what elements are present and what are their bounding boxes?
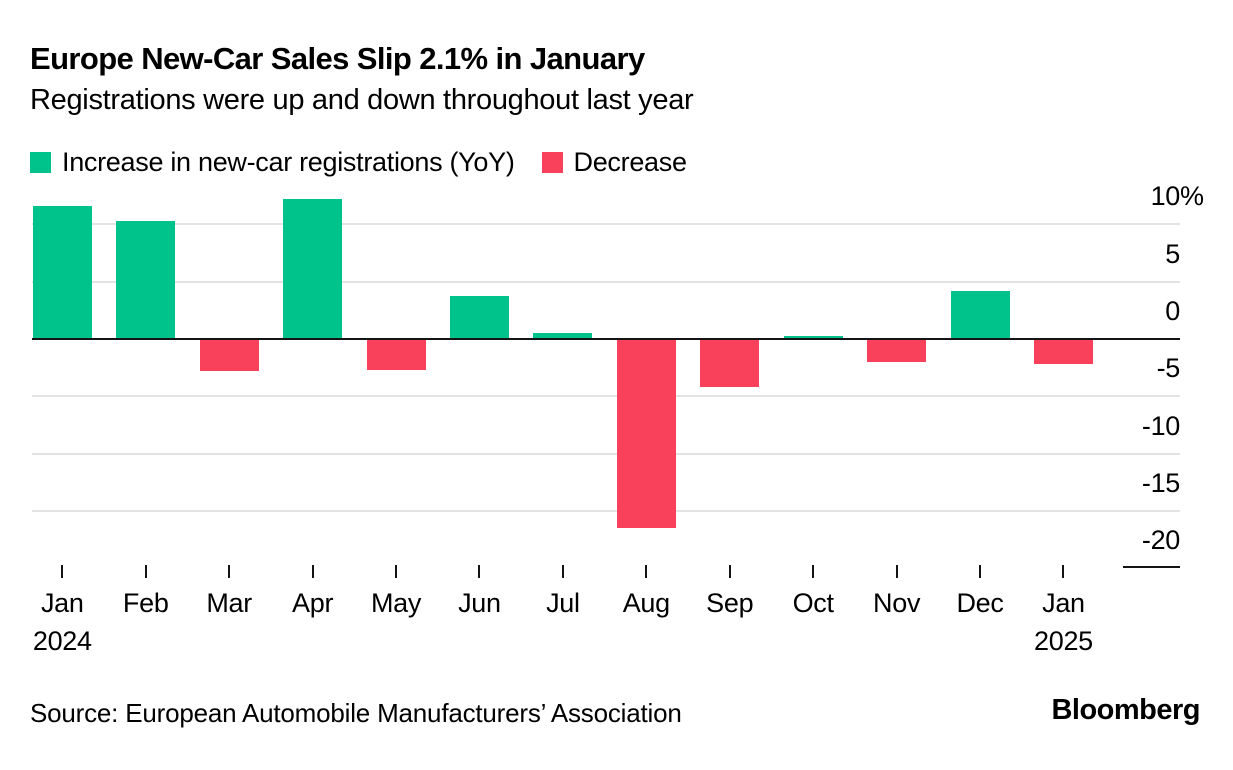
x-axis-month-label: Jul: [546, 588, 580, 618]
x-axis-month-label: Dec: [956, 588, 1004, 618]
y-axis-label: 0: [1165, 296, 1180, 326]
bar-mar: [199, 340, 259, 371]
x-axis-month-label: Aug: [622, 588, 670, 618]
decrease-legend-swatch: [541, 151, 563, 173]
increase-legend-label: Increase in new-car registrations (YoY): [62, 146, 515, 177]
x-axis-month-label: Jan: [1042, 588, 1085, 618]
bloomberg-logo: Bloomberg: [1051, 694, 1200, 726]
bar-aug: [616, 340, 676, 529]
source-note: Source: European Automobile Manufacturer…: [30, 698, 682, 728]
grid-line: [32, 452, 1180, 455]
y-axis-label: 10%: [1150, 181, 1204, 212]
x-axis-tick: [895, 565, 898, 578]
chart-subtitle: Registrations were up and down throughou…: [30, 84, 694, 116]
x-axis-tick: [561, 565, 564, 578]
legend: Increase in new-car registrations (YoY) …: [30, 146, 687, 177]
zero-axis-line: [32, 338, 1180, 340]
y-axis-label: -15: [1141, 468, 1180, 499]
x-axis-tick: [1062, 565, 1065, 578]
bar-jul: [533, 333, 593, 338]
grid-line: [32, 510, 1180, 513]
x-axis-year-label: 2025: [1034, 626, 1093, 656]
x-axis-tick: [478, 565, 481, 578]
y-axis-label: -5: [1156, 353, 1181, 384]
x-axis-tick: [812, 565, 815, 578]
x-axis-month-label: Jan: [40, 588, 84, 618]
y-axis-label: 5: [1165, 238, 1180, 269]
x-axis-tick: [395, 565, 398, 578]
x-axis-tick: [61, 565, 64, 578]
bar-nov: [867, 340, 927, 362]
grid-line: [32, 280, 1180, 283]
bar-jun: [449, 295, 509, 338]
bar-sep: [700, 340, 760, 388]
x-axis-month-label: Sep: [706, 588, 754, 618]
x-axis-month-label: Apr: [292, 588, 334, 618]
bar-may: [366, 340, 426, 370]
y-axis-unit: %: [1180, 181, 1204, 212]
x-axis-month-label: Mar: [206, 588, 252, 618]
x-axis-month-label: Jun: [458, 588, 501, 618]
x-axis-month-label: May: [370, 588, 422, 618]
bar-apr: [283, 199, 343, 338]
x-axis-year-label: 2024: [32, 626, 92, 656]
x-axis-month-label: Oct: [792, 588, 834, 618]
axis-end-tick: [1123, 566, 1180, 569]
y-axis-label: -10: [1141, 410, 1180, 441]
x-axis-tick: [728, 565, 731, 578]
x-axis-tick: [979, 565, 982, 578]
grid-line: [32, 395, 1180, 398]
bar-dec: [950, 290, 1010, 338]
bar-jan-2024: [32, 206, 92, 338]
increase-legend-swatch: [30, 151, 51, 173]
x-axis-tick: [311, 565, 314, 578]
x-axis-month-label: Nov: [873, 588, 921, 618]
bar-jan-2025: [1033, 340, 1093, 365]
x-axis-tick: [645, 565, 648, 578]
decrease-legend-label: Decrease: [573, 146, 687, 177]
bar-feb: [116, 221, 176, 338]
bar-oct: [783, 335, 843, 338]
x-axis-tick: [144, 565, 147, 578]
y-axis-label: -20: [1141, 525, 1180, 556]
x-axis-tick: [228, 565, 231, 578]
grid-line: [32, 223, 1180, 226]
chart-title: Europe New-Car Sales Slip 2.1% in Januar…: [30, 41, 645, 76]
x-axis-month-label: Feb: [122, 588, 169, 618]
